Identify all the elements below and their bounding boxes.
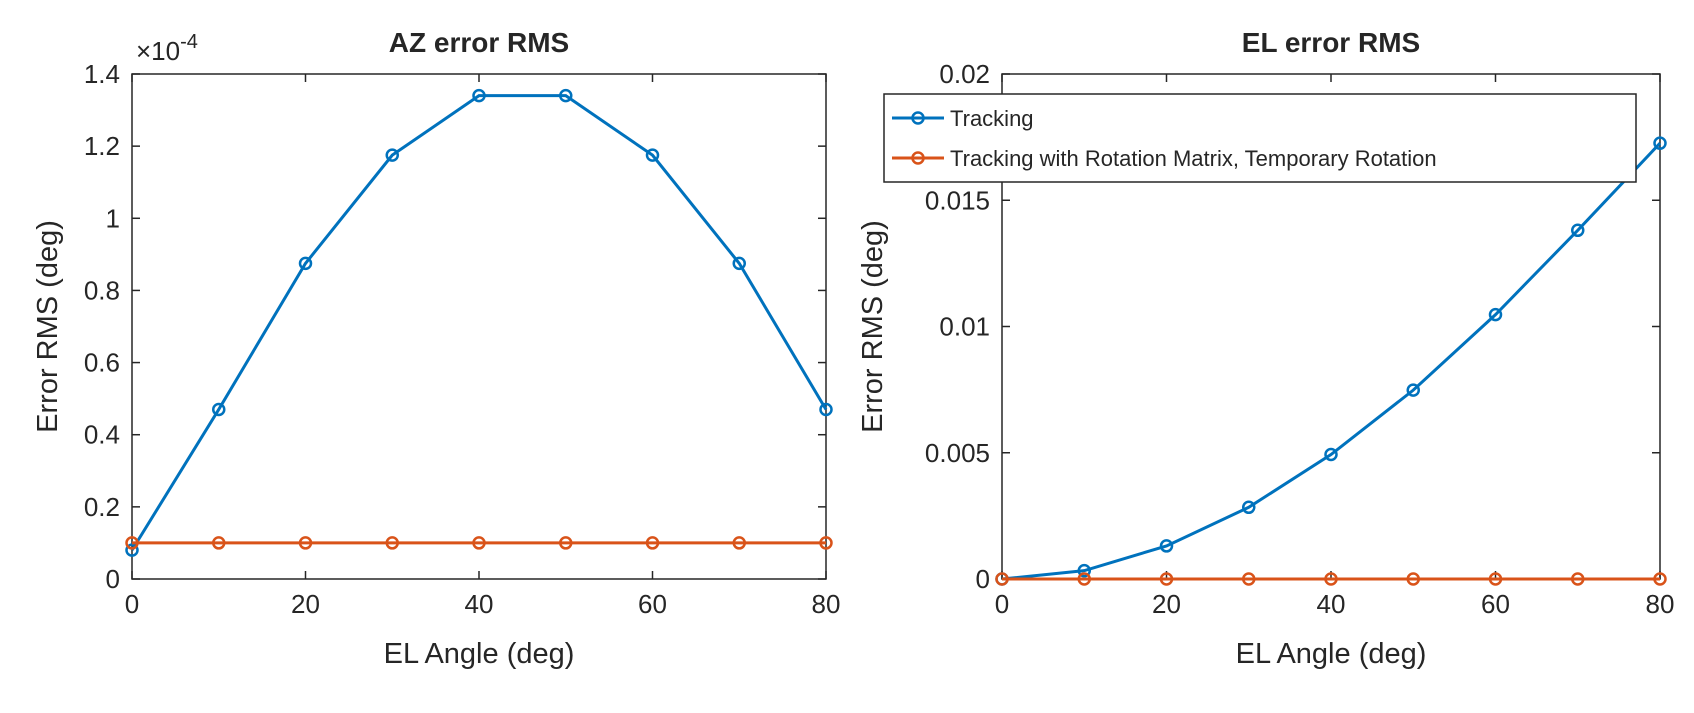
- az-data-point-rotation: [298, 536, 313, 550]
- az-error-rms-chart: 0 20 40 60 80 0 0.2 0.4 0.6 0.8 1 1.2 1.4 AZ error R…: [32, 27, 840, 670]
- el-y-tick-label: 0.02: [939, 59, 990, 89]
- az-data-point-tracking: [298, 256, 313, 271]
- az-data-point-rotation: [472, 536, 486, 550]
- el-data-point-tracking: [1571, 223, 1585, 238]
- el-data-point-rotation: [1488, 572, 1503, 586]
- el-data-point-tracking: [1488, 307, 1503, 322]
- az-chart-title: AZ error RMS: [389, 27, 569, 58]
- az-data-point-tracking: [125, 543, 139, 557]
- az-data-point-rotation: [645, 536, 660, 550]
- el-data-point-tracking: [1242, 500, 1256, 515]
- az-x-tick-label: 40: [465, 589, 494, 619]
- az-y-axis-label: Error RMS (deg): [32, 220, 64, 433]
- el-data-point-tracking: [1653, 136, 1667, 150]
- az-x-tick-label: 60: [638, 589, 667, 619]
- el-y-tick-label: 0.01: [939, 312, 990, 342]
- az-y-tick-label: 0.6: [84, 348, 120, 378]
- az-exponent-base: ×10: [136, 36, 180, 66]
- az-data-point-rotation: [732, 536, 746, 550]
- az-data-point-tracking: [732, 256, 746, 271]
- el-data-point-rotation: [1406, 572, 1420, 586]
- el-data-point-tracking: [1077, 563, 1091, 578]
- el-data-point-rotation: [1159, 572, 1174, 586]
- legend-marker-tracking: [911, 111, 925, 125]
- az-data-point-tracking: [559, 88, 573, 103]
- el-x-tick-label: 40: [1317, 589, 1346, 619]
- el-x-tick-label: 80: [1646, 589, 1675, 619]
- el-data-point-rotation: [1571, 572, 1585, 586]
- legend-marker-rotation: [911, 151, 925, 165]
- az-data-point-rotation: [385, 536, 399, 550]
- el-error-rms-chart: 0 20 40 60 80 0 0.005 0.01 0.015 0.02 EL error RM…: [857, 27, 1674, 670]
- el-y-tick-label: 0.005: [925, 438, 990, 468]
- az-data-point-tracking: [212, 402, 226, 417]
- el-plot-area: 0 20 40 60 80 0 0.005 0.01 0.015 0.02: [925, 59, 1675, 619]
- az-data-point-tracking: [819, 402, 833, 417]
- legend-box: [883, 93, 1637, 183]
- az-y-tick-label: 1.2: [84, 131, 120, 161]
- az-data-point-rotation: [212, 536, 226, 550]
- legend: Tracking Tracking with Rotation Matrix, …: [883, 93, 1637, 183]
- el-y-tick-label: 0.015: [925, 185, 990, 215]
- az-x-tick-label: 80: [812, 589, 841, 619]
- az-data-point-tracking: [472, 88, 486, 103]
- el-x-tick-label: 0: [995, 589, 1009, 619]
- az-series-line-tracking: [130, 94, 828, 551]
- az-data-point-tracking: [385, 148, 399, 162]
- az-x-tick-label: 20: [291, 589, 320, 619]
- el-data-point-tracking: [1159, 539, 1174, 553]
- az-y-tick-label: 0.4: [84, 420, 120, 450]
- az-y-tick-label: 0.2: [84, 492, 120, 522]
- az-exponent-label: ×10-4: [136, 31, 198, 66]
- legend-label-rotation: Tracking with Rotation Matrix, Temporary…: [950, 146, 1437, 171]
- el-data-point-tracking: [1406, 383, 1420, 397]
- el-x-tick-label: 20: [1152, 589, 1181, 619]
- el-series-line-tracking: [1001, 142, 1662, 581]
- az-axes-box: [131, 73, 827, 580]
- el-data-point-rotation: [1653, 572, 1667, 586]
- az-exponent-power: -4: [180, 31, 198, 53]
- el-data-point-tracking: [1324, 447, 1338, 462]
- az-y-tick-label: 0.8: [84, 275, 120, 305]
- el-chart-title: EL error RMS: [1242, 27, 1420, 58]
- az-y-tick-label: 1.4: [84, 59, 120, 89]
- el-data-point-rotation: [1242, 572, 1256, 586]
- az-x-tick-label: 0: [125, 589, 139, 619]
- el-y-tick-label: 0: [976, 564, 990, 594]
- el-data-point-rotation: [1324, 572, 1338, 586]
- az-y-tick-label: 0: [106, 564, 120, 594]
- az-y-tick-label: 1: [106, 203, 120, 233]
- az-data-point-rotation: [559, 536, 573, 550]
- az-plot-area: 0 20 40 60 80 0 0.2 0.4 0.6 0.8 1 1.2 1.4: [84, 59, 841, 619]
- az-data-point-rotation: [125, 536, 139, 550]
- el-x-tick-label: 60: [1481, 589, 1510, 619]
- az-x-axis-label: EL Angle (deg): [384, 638, 575, 670]
- el-y-axis-label: Error RMS (deg): [857, 220, 889, 433]
- el-data-point-rotation: [995, 572, 1009, 586]
- az-data-point-tracking: [645, 148, 660, 162]
- el-x-axis-label: EL Angle (deg): [1236, 638, 1427, 670]
- el-data-point-rotation: [1077, 572, 1091, 586]
- az-data-point-rotation: [819, 536, 833, 550]
- legend-label-tracking: Tracking: [950, 106, 1034, 131]
